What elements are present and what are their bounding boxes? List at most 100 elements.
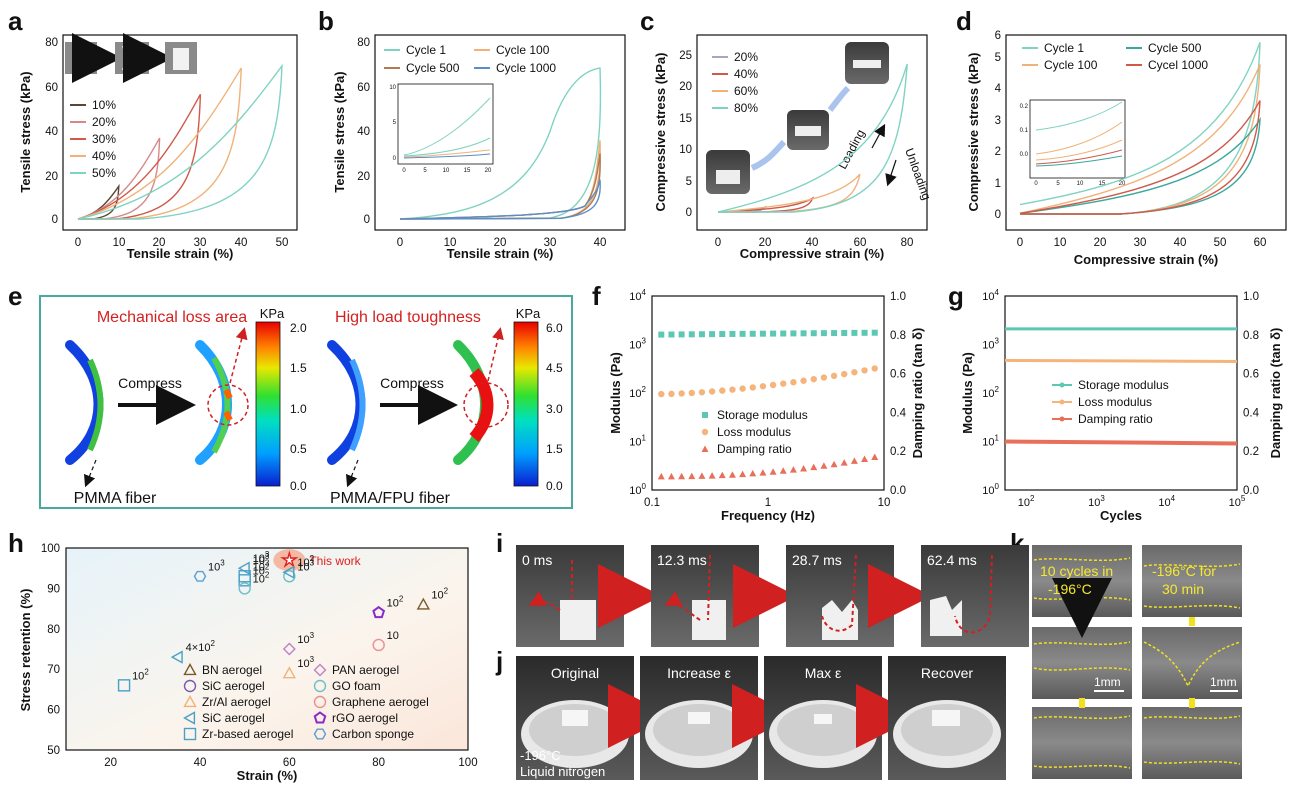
f-damping-point-3	[688, 472, 696, 480]
inset-b-ytick-0: 0	[393, 156, 397, 162]
legend-label-h-1: SiC aerogel	[202, 679, 265, 693]
f-storage-point-10	[759, 330, 766, 337]
series-d-Cycel 1000	[1019, 100, 1261, 215]
ytick-h-0: 50	[47, 745, 60, 757]
i-frame-time-0: 0 ms	[522, 552, 552, 568]
i-frame-time-1: 12.3 ms	[657, 552, 707, 568]
f-loss-point-5	[708, 388, 716, 395]
j-frame-label-1: Increase ε	[667, 665, 731, 681]
ytick-d-3: 3	[995, 115, 1001, 127]
xlabel-d: Compressive strain (%)	[1074, 252, 1219, 267]
inset-b-xtick-2: 10	[443, 168, 450, 174]
e-left-scale-2: 1.0	[290, 402, 307, 416]
h-point-7	[283, 570, 296, 583]
panel-label-a: a	[8, 6, 23, 36]
xtick-f-1: 1	[765, 497, 771, 509]
y2tick-f-0: 0.0	[890, 485, 906, 497]
ytick-b-3: 60	[357, 82, 370, 94]
h-point-label-9: 102	[387, 595, 404, 610]
frame-j-1: Increase ε	[640, 656, 758, 780]
annotation-unloading: Unloading	[902, 146, 934, 202]
ytick-c-1: 5	[686, 176, 692, 188]
e-right-unit: KPa	[516, 306, 541, 321]
f-storage-point-8	[739, 330, 746, 337]
panel-d: Compressive strain (%) Compressive stres…	[966, 30, 1287, 267]
series-a-30%	[77, 93, 202, 220]
y2tick-g-2: 0.4	[1243, 407, 1260, 419]
f-loss-point-11	[769, 381, 777, 389]
legend-label-d-1: Cycle 100	[1044, 58, 1098, 72]
f-storage-point-17	[831, 330, 838, 337]
f-damping-point-17	[830, 460, 838, 468]
legend-label-d-0: Cycle 1	[1044, 41, 1084, 55]
inset-photos-a	[65, 33, 197, 83]
y2tick-f-5: 1.0	[890, 291, 906, 303]
legend-label-h-5: PAN aerogel	[332, 663, 399, 677]
legend-label-b-0: Cycle 1	[406, 43, 446, 57]
legend-swatch-h-4	[183, 727, 197, 741]
f-damping-point-0	[657, 472, 665, 480]
e-right-action: Compress	[380, 375, 444, 391]
legend-swatch-g-0	[1059, 382, 1065, 388]
f-storage-point-1	[668, 331, 675, 338]
j-caption-line1: -196°C	[520, 748, 561, 763]
f-loss-point-1	[668, 390, 675, 398]
frame-j-2: Max ε	[764, 656, 882, 780]
series-b-Cycle 1	[399, 67, 602, 220]
xtick-c-2: 40	[806, 237, 819, 249]
ytick-d-4: 4	[995, 83, 1002, 95]
y2tick-g-4: 0.8	[1243, 330, 1259, 342]
e-right-title: High load toughness	[335, 309, 481, 326]
f-loss-point-16	[820, 374, 828, 381]
xtick-g-3: 105	[1229, 494, 1246, 509]
series-d-Cycle 1	[1019, 42, 1261, 215]
h-point-13	[170, 650, 183, 664]
series-c-80%	[717, 63, 908, 213]
f-damping-point-16	[820, 462, 828, 469]
ylabel-g: Modulus (Pa)	[960, 352, 975, 434]
legend-label-g-1: Loss modulus	[1078, 395, 1152, 409]
xtick-g-1: 103	[1088, 494, 1105, 509]
xtick-g-0: 102	[1018, 494, 1035, 509]
legend-label-c-3: 80%	[734, 101, 758, 115]
ytick-c-3: 15	[679, 113, 692, 125]
h-point-11	[282, 642, 296, 656]
xtick-a-1: 10	[113, 237, 126, 249]
legend-label-h-3: SiC aerogel	[202, 711, 265, 725]
inset-d-xtick-1: 5	[1056, 181, 1060, 187]
legend-label-h-9: Carbon sponge	[332, 727, 414, 741]
xtick-a-0: 0	[75, 237, 81, 249]
inset-d-xtick-0: 0	[1034, 181, 1038, 187]
f-storage-point-21	[871, 329, 878, 336]
y2tick-g-5: 1.0	[1243, 291, 1259, 303]
f-storage-point-20	[861, 329, 868, 336]
frame-j-3: Recover	[888, 656, 1006, 780]
i-frame-time-2: 28.7 ms	[792, 552, 842, 568]
e-right-label: PMMA/FPU fiber	[330, 490, 451, 507]
h-point-label-1: 102	[431, 587, 448, 602]
legend-label-c-1: 40%	[734, 67, 758, 81]
panel-label-g: g	[948, 281, 964, 311]
h-point-label-14: 102	[132, 667, 149, 682]
h-point-1	[416, 597, 431, 610]
f-damping-point-15	[810, 463, 818, 471]
frame-i-0: 0 ms	[516, 545, 624, 647]
f-damping-point-6	[718, 471, 726, 479]
h-point-12	[282, 666, 297, 679]
j-frame-label-2: Max ε	[805, 665, 842, 681]
legend-swatch-f-2	[701, 445, 709, 452]
ylabel-a: Tensile stress (kPa)	[18, 71, 33, 192]
xtick-a-4: 40	[235, 237, 248, 249]
h-this-work-label: This work	[309, 554, 361, 568]
inset-d-xtick-2: 10	[1077, 181, 1084, 187]
ytick-f-1: 101	[629, 434, 646, 449]
legend-swatch-h-5	[313, 663, 327, 677]
inset-b-xtick-3: 15	[464, 168, 471, 174]
legend-swatch-f-0	[702, 412, 708, 418]
e-right-scale-2: 3.0	[546, 402, 563, 416]
series-b-Cycle 1000	[399, 179, 601, 220]
xtick-a-3: 30	[194, 237, 207, 249]
panel-label-f: f	[592, 281, 601, 311]
inset-b-xtick-4: 20	[485, 168, 492, 174]
legend-label-f-1: Loss modulus	[717, 425, 791, 439]
